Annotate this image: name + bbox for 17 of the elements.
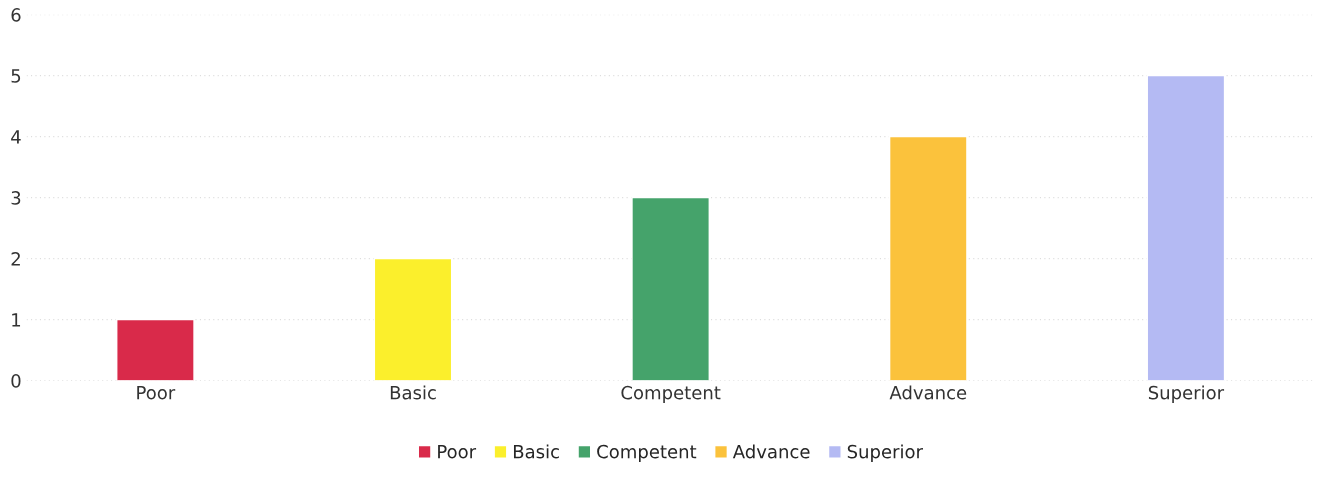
y-tick-label: 2: [11, 252, 20, 266]
y-tick-label: 6: [11, 8, 21, 22]
legend-label: Superior: [847, 444, 923, 462]
y-tick-label: 1: [12, 313, 21, 327]
x-tick-label: Competent: [621, 385, 721, 403]
x-tick-label: Basic: [390, 385, 436, 400]
y-tick-label: 0: [11, 374, 21, 388]
y-tick-label: 4: [11, 130, 21, 144]
legend-label: Basic: [513, 444, 559, 459]
y-tick-label: 3: [11, 191, 21, 205]
x-tick-label: Advance: [889, 385, 967, 400]
legend-label: Competent: [597, 444, 697, 462]
legend-label: Poor: [438, 445, 477, 459]
legend-label: Advance: [732, 444, 810, 459]
y-tick-label: 5: [11, 69, 21, 83]
x-tick-label: Poor: [137, 386, 176, 400]
x-tick-label: Superior: [1148, 385, 1225, 403]
